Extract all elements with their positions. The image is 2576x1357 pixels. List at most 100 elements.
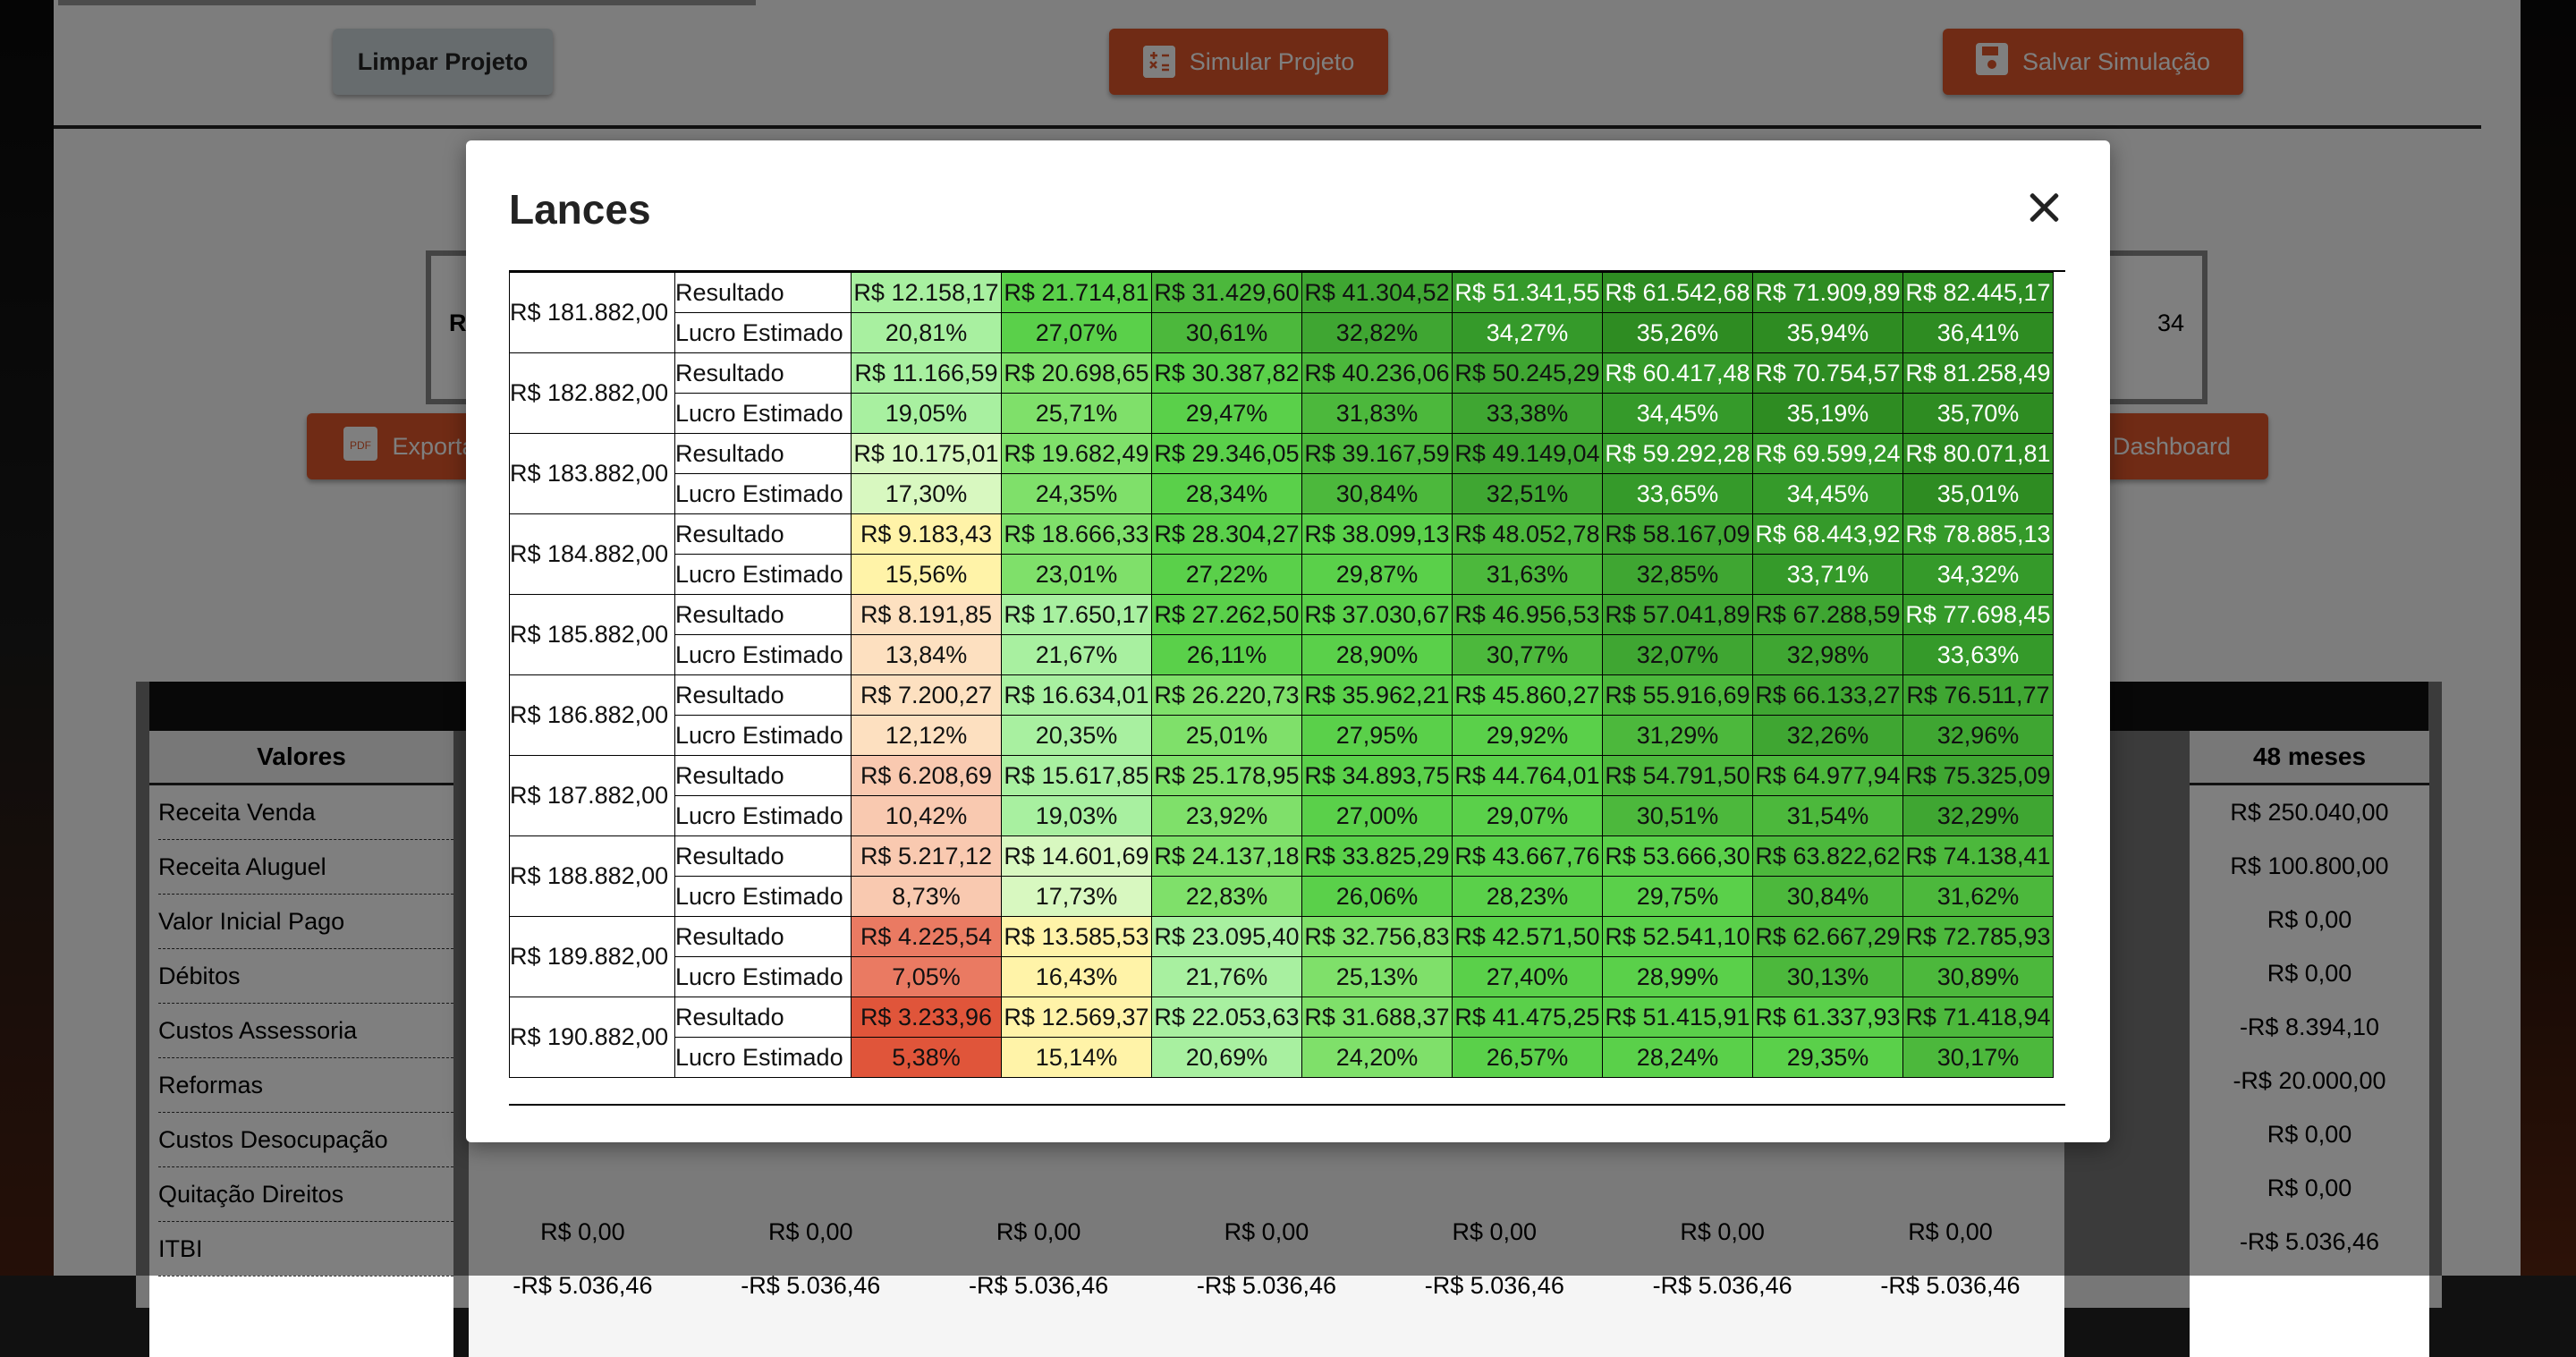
profit-cell: 27,07%: [1001, 312, 1152, 353]
result-cell: R$ 76.511,77: [1902, 674, 2054, 716]
profit-cell: 27,95%: [1301, 715, 1453, 756]
result-cell: R$ 14.601,69: [1001, 835, 1152, 877]
row-label-resultado: Resultado: [674, 997, 852, 1038]
profit-cell: 29,87%: [1301, 554, 1453, 595]
itbi-cell: -R$ 5.036,46: [1424, 1272, 1564, 1299]
result-cell: R$ 63.822,62: [1752, 835, 1903, 877]
result-cell: R$ 57.041,89: [1602, 594, 1753, 635]
result-cell: R$ 82.445,17: [1902, 272, 2054, 313]
profit-cell: 35,01%: [1902, 473, 2054, 514]
result-cell: R$ 67.288,59: [1752, 594, 1903, 635]
profit-cell: 28,34%: [1151, 473, 1302, 514]
profit-cell: 25,71%: [1001, 393, 1152, 434]
profit-cell: 23,01%: [1001, 554, 1152, 595]
profit-cell: 33,63%: [1902, 634, 2054, 675]
profit-cell: 12,12%: [851, 715, 1002, 756]
profit-cell: 29,47%: [1151, 393, 1302, 434]
profit-cell: 32,96%: [1902, 715, 2054, 756]
result-cell: R$ 7.200,27: [851, 674, 1002, 716]
result-cell: R$ 33.825,29: [1301, 835, 1453, 877]
result-cell: R$ 54.791,50: [1602, 755, 1753, 796]
profit-cell: 31,54%: [1752, 795, 1903, 836]
profit-cell: 20,69%: [1151, 1037, 1302, 1078]
profit-cell: 19,05%: [851, 393, 1002, 434]
result-cell: R$ 69.599,24: [1752, 433, 1903, 474]
close-icon[interactable]: [2022, 185, 2067, 230]
profit-cell: 35,94%: [1752, 312, 1903, 353]
result-cell: R$ 38.099,13: [1301, 513, 1453, 555]
bid-value: R$ 182.882,00: [509, 352, 675, 434]
profit-cell: 32,82%: [1301, 312, 1453, 353]
result-cell: R$ 22.053,63: [1151, 997, 1302, 1038]
row-label-resultado: Resultado: [674, 513, 852, 555]
profit-cell: 17,30%: [851, 473, 1002, 514]
result-cell: R$ 48.052,78: [1452, 513, 1603, 555]
result-cell: R$ 12.158,17: [851, 272, 1002, 313]
bid-value: R$ 190.882,00: [509, 997, 675, 1078]
row-label-resultado: Resultado: [674, 352, 852, 394]
lance-profit-row: Lucro Estimado 15,56% 23,01% 27,22% 29,87% 31…: [510, 554, 2054, 595]
profit-cell: 32,51%: [1452, 473, 1603, 514]
result-cell: R$ 26.220,73: [1151, 674, 1302, 716]
bid-value: R$ 183.882,00: [509, 433, 675, 514]
result-cell: R$ 78.885,13: [1902, 513, 2054, 555]
profit-cell: 26,57%: [1452, 1037, 1603, 1078]
profit-cell: 32,29%: [1902, 795, 2054, 836]
lance-result-row: R$ 188.882,00 Resultado R$ 5.217,12 R$ 14.6…: [509, 835, 2054, 917]
result-cell: R$ 30.387,82: [1151, 352, 1302, 394]
profit-cell: 29,07%: [1452, 795, 1603, 836]
profit-cell: 7,05%: [851, 956, 1002, 997]
profit-cell: 30,61%: [1151, 312, 1302, 353]
bid-value: R$ 185.882,00: [509, 594, 675, 675]
result-cell: R$ 43.667,76: [1452, 835, 1603, 877]
result-cell: R$ 8.191,85: [851, 594, 1002, 635]
result-cell: R$ 61.337,93: [1752, 997, 1903, 1038]
lance-result-row: R$ 187.882,00 Resultado R$ 6.208,69 R$ 15.6…: [509, 755, 2054, 836]
result-cell: R$ 35.962,21: [1301, 674, 1453, 716]
result-cell: R$ 4.225,54: [851, 916, 1002, 957]
result-cell: R$ 40.236,06: [1301, 352, 1453, 394]
result-cell: R$ 68.443,92: [1752, 513, 1903, 555]
profit-cell: 24,20%: [1301, 1037, 1453, 1078]
result-cell: R$ 60.417,48: [1602, 352, 1753, 394]
result-cell: R$ 50.245,29: [1452, 352, 1603, 394]
row-label-lucro-estimado: Lucro Estimado: [674, 473, 852, 514]
profit-cell: 21,67%: [1001, 634, 1152, 675]
result-cell: R$ 11.166,59: [851, 352, 1002, 394]
row-label-lucro-estimado: Lucro Estimado: [674, 715, 852, 756]
profit-cell: 26,06%: [1301, 876, 1453, 917]
profit-cell: 25,01%: [1151, 715, 1302, 756]
profit-cell: 29,92%: [1452, 715, 1603, 756]
profit-cell: 34,45%: [1602, 393, 1753, 434]
profit-cell: 28,23%: [1452, 876, 1603, 917]
result-cell: R$ 39.167,59: [1301, 433, 1453, 474]
result-cell: R$ 31.688,37: [1301, 997, 1453, 1038]
result-cell: R$ 51.415,91: [1602, 997, 1753, 1038]
result-cell: R$ 37.030,67: [1301, 594, 1453, 635]
result-cell: R$ 24.137,18: [1151, 835, 1302, 877]
result-cell: R$ 70.754,57: [1752, 352, 1903, 394]
profit-cell: 27,00%: [1301, 795, 1453, 836]
profit-cell: 26,11%: [1151, 634, 1302, 675]
profit-cell: 30,84%: [1752, 876, 1903, 917]
row-label-lucro-estimado: Lucro Estimado: [674, 312, 852, 353]
profit-cell: 34,27%: [1452, 312, 1603, 353]
row-label-resultado: Resultado: [674, 272, 852, 313]
result-cell: R$ 16.634,01: [1001, 674, 1152, 716]
lance-profit-row: Lucro Estimado 13,84% 21,67% 26,11% 28,90% 30…: [510, 634, 2054, 675]
profit-cell: 31,63%: [1452, 554, 1603, 595]
profit-cell: 34,45%: [1752, 473, 1903, 514]
lances-table-scroll[interactable]: R$ 181.882,00 Resultado R$ 12.158,17 R$ 21.…: [509, 270, 2065, 1106]
result-cell: R$ 74.138,41: [1902, 835, 2054, 877]
result-cell: R$ 17.650,17: [1001, 594, 1152, 635]
profit-cell: 17,73%: [1001, 876, 1152, 917]
result-cell: R$ 66.133,27: [1752, 674, 1903, 716]
result-cell: R$ 5.217,12: [851, 835, 1002, 877]
profit-cell: 28,24%: [1602, 1037, 1753, 1078]
result-cell: R$ 71.909,89: [1752, 272, 1903, 313]
result-cell: R$ 59.292,28: [1602, 433, 1753, 474]
profit-cell: 30,51%: [1602, 795, 1753, 836]
profit-cell: 33,38%: [1452, 393, 1603, 434]
result-cell: R$ 34.893,75: [1301, 755, 1453, 796]
profit-cell: 33,65%: [1602, 473, 1753, 514]
